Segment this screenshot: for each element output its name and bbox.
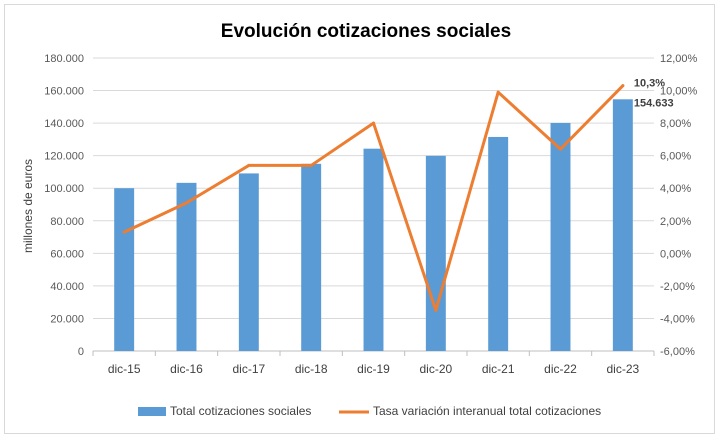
left-tick-label: 160.000 [44, 86, 84, 98]
chart-svg: Evolución cotizaciones sociales millones… [21, 21, 698, 418]
right-tick-label: 2,00% [660, 216, 691, 228]
line-point [372, 121, 375, 125]
right-tick-label: -6,00% [660, 346, 695, 358]
data-labels: 10,3% 154.633 [634, 78, 674, 110]
left-tick-label: 40.000 [50, 281, 84, 293]
x-tick-label: dic-18 [295, 362, 328, 376]
legend-swatch-bar [138, 407, 166, 416]
right-tick-label: 8,00% [660, 118, 691, 130]
line-point [496, 90, 500, 94]
line-point [559, 147, 562, 151]
x-axis-ticks: dic-15 dic-16 dic-17 dic-18 dic-19 dic-20 dic-… [92, 351, 655, 376]
bar [550, 122, 571, 351]
line-point [434, 308, 438, 312]
left-tick-label: 60.000 [50, 248, 84, 260]
line-point [309, 163, 313, 167]
bar [612, 99, 633, 351]
left-tick-label: 140.000 [44, 118, 84, 130]
right-tick-label: 6,00% [660, 151, 691, 163]
right-tick-label: 12,00% [660, 53, 698, 65]
line-point [185, 201, 188, 205]
x-tick-label: dic-16 [170, 362, 203, 376]
bar [114, 188, 135, 351]
right-tick-label: 10,00% [660, 86, 698, 98]
x-tick-label: dic-15 [108, 362, 141, 376]
line-point [247, 163, 251, 167]
left-tick-label: 120.000 [44, 151, 84, 163]
x-tick-label: dic-19 [357, 362, 390, 376]
x-tick-label: dic-22 [544, 362, 577, 376]
left-tick-label: 0 [78, 346, 84, 358]
line-series [122, 84, 625, 312]
right-tick-label: -2,00% [660, 281, 695, 293]
x-tick-label: dic-20 [419, 362, 452, 376]
bar [176, 182, 197, 351]
left-axis-title: millones de euros [21, 159, 35, 253]
bar-data-label: 154.633 [634, 97, 674, 109]
x-tick-label: dic-23 [606, 362, 639, 376]
bar [301, 163, 322, 351]
bar [425, 155, 446, 351]
right-axis-ticks: -6,00% -4,00% -2,00% 0,00% 2,00% 4,00% 6,00% 8,… [660, 53, 698, 358]
legend-label-bar: Total cotizaciones sociales [170, 404, 311, 418]
left-axis-ticks: 0 20.000 40.000 60.000 80.000 100.000 120.000 1… [44, 53, 84, 358]
right-tick-label: 0,00% [660, 248, 691, 260]
bar-series [114, 99, 633, 351]
right-tick-label: -4,00% [660, 313, 695, 325]
left-tick-label: 20.000 [50, 313, 84, 325]
bar [238, 173, 259, 351]
left-tick-label: 100.000 [44, 183, 84, 195]
chart-title: Evolución cotizaciones sociales [221, 21, 511, 42]
right-tick-label: 4,00% [660, 183, 691, 195]
bar [488, 136, 509, 351]
left-tick-label: 180.000 [44, 53, 84, 65]
bar [363, 148, 384, 351]
x-tick-label: dic-21 [482, 362, 515, 376]
left-tick-label: 80.000 [50, 216, 84, 228]
legend: Total cotizaciones sociales Tasa variació… [138, 404, 601, 418]
line-point [621, 84, 625, 88]
x-tick-label: dic-17 [232, 362, 265, 376]
line-point [122, 230, 126, 234]
chart-frame: Evolución cotizaciones sociales millones… [4, 4, 715, 434]
line-data-label: 10,3% [634, 78, 665, 90]
legend-label-line: Tasa variación interanual total cotizaci… [373, 404, 601, 418]
